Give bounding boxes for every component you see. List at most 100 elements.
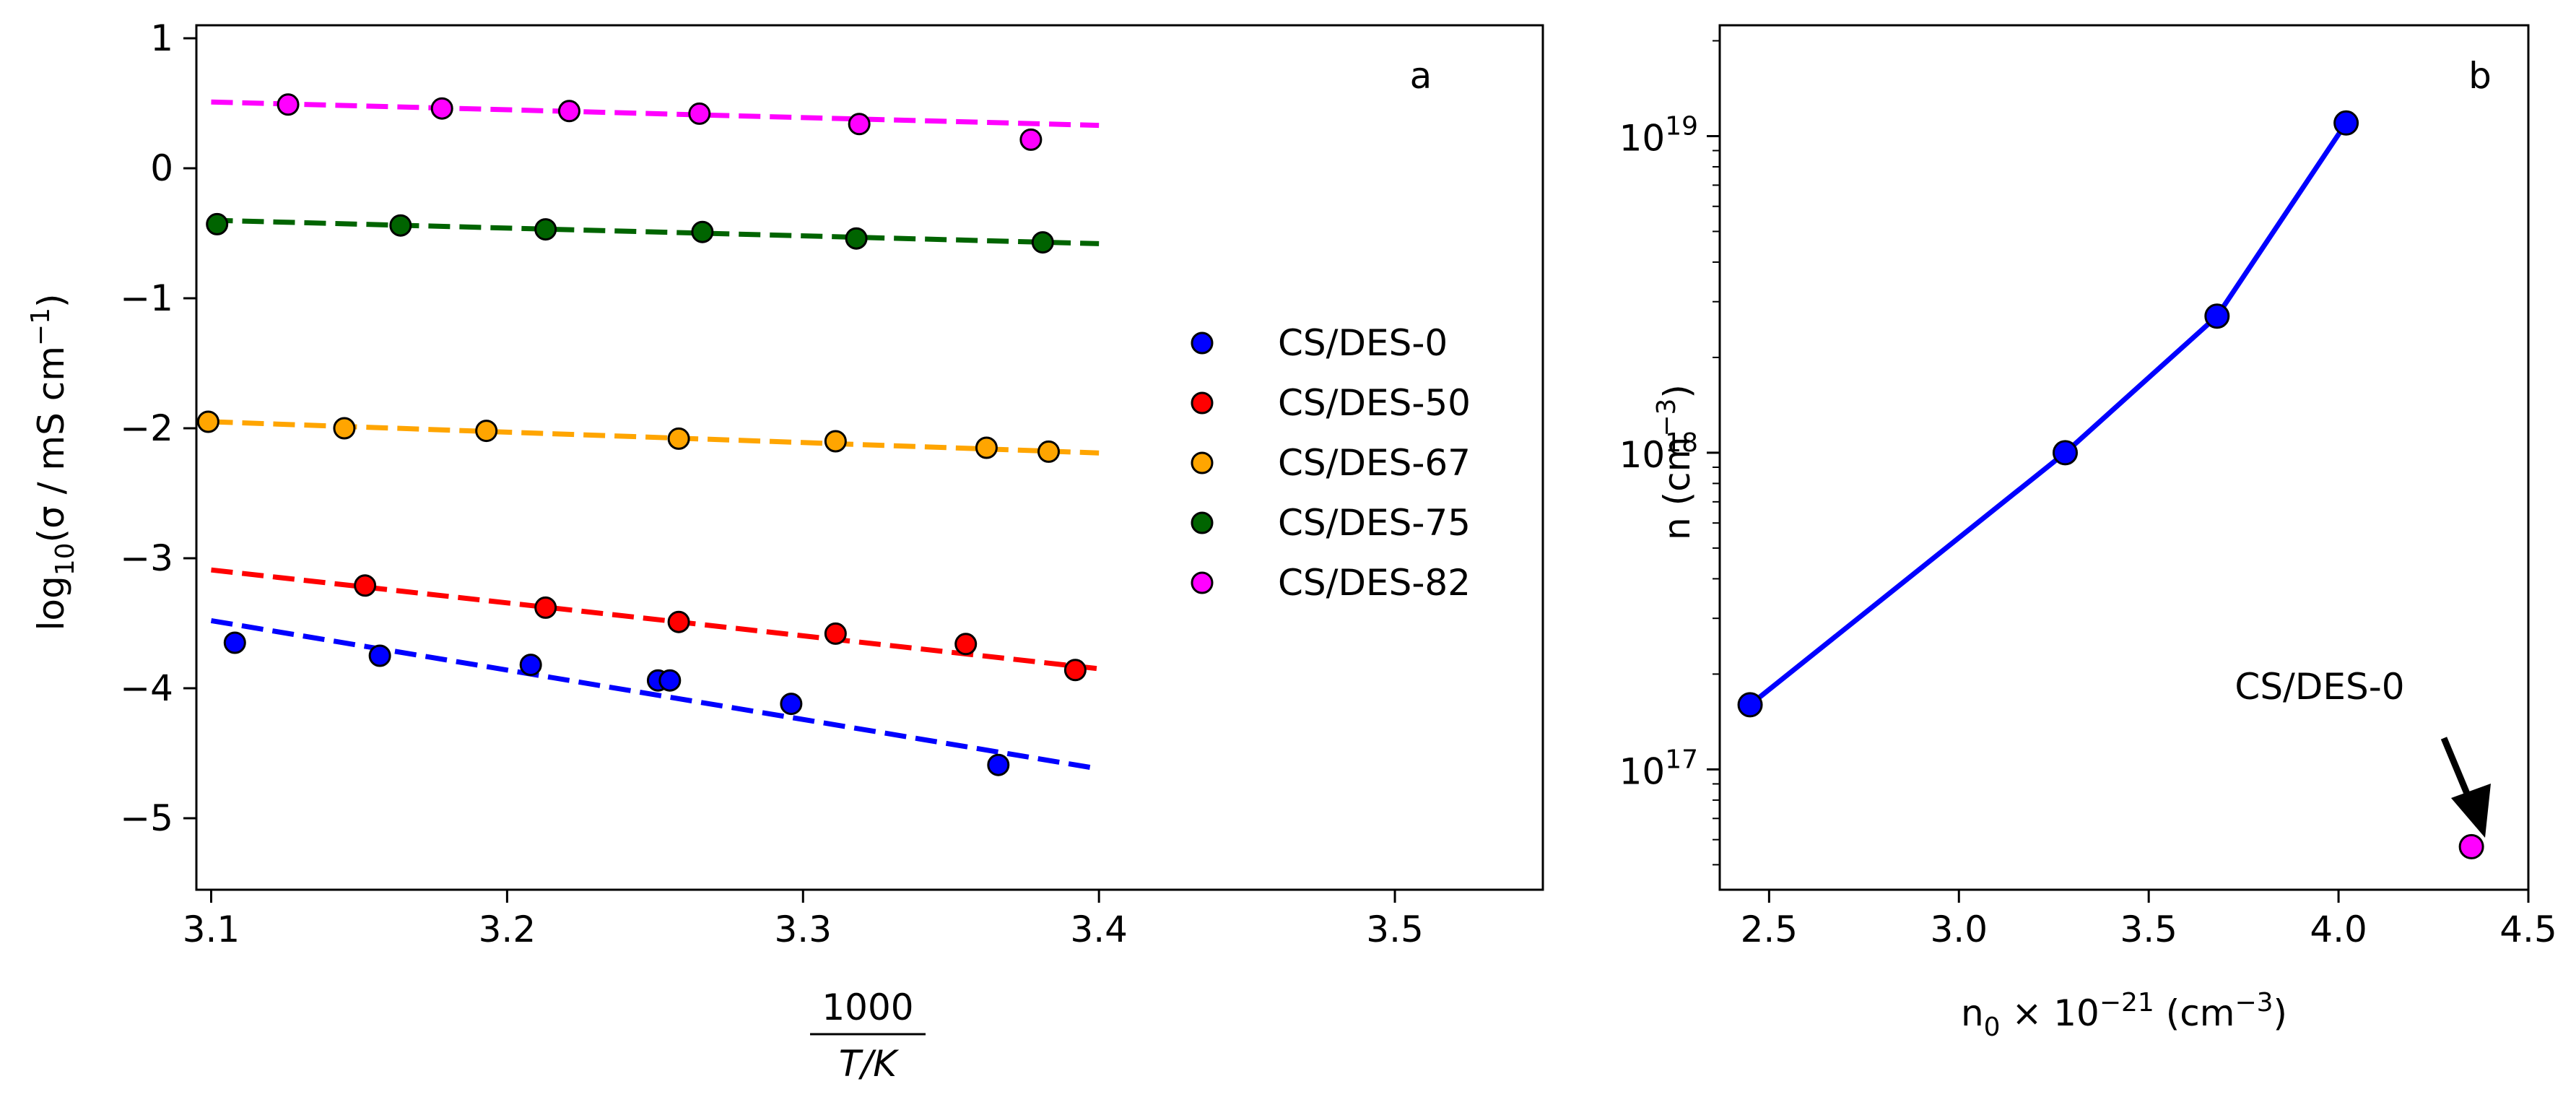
panel-a-xlabel-numerator: 1000 xyxy=(822,987,913,1028)
panel-a-fit-lines xyxy=(210,99,1100,772)
y-tick-label-b-2: 1019 xyxy=(1619,111,1698,159)
panel-a-ylabel: log10(σ / mS cm−1) xyxy=(26,293,80,630)
fit-line-cs-des-0 xyxy=(210,617,1100,772)
panel-b-points xyxy=(1737,110,2484,859)
data-point-cs-des-50-5 xyxy=(1063,659,1087,682)
legend-marker-cs-des-82 xyxy=(1191,571,1214,594)
panel-b-series-line xyxy=(1748,121,2349,707)
panel-a-legend: CS/DES-0 CS/DES-50 CS/DES-67 CS/DES-75 C… xyxy=(1191,322,1471,604)
data-point-cs-des-75-4 xyxy=(845,227,868,250)
legend-entry-cs-des-50: CS/DES-50 xyxy=(1191,382,1471,424)
legend-entry-cs-des-75: CS/DES-75 xyxy=(1191,502,1471,544)
data-point-cs-des-75-1 xyxy=(389,214,412,237)
data-point-cs-des-50-0 xyxy=(354,574,377,597)
panel-a-xlabel: 1000 T/K xyxy=(810,987,926,1085)
panel-a: 3.1 3.2 3.3 3.4 3.5 1 0 −1 −2 −3 −4 −5 a log10(σ /… xyxy=(26,17,1544,1085)
y-tick-label-a-5: −4 xyxy=(120,667,173,709)
legend-label-cs-des-0: CS/DES-0 xyxy=(1278,322,1448,364)
legend-label-cs-des-67: CS/DES-67 xyxy=(1278,442,1471,484)
data-point-cs-des-50-4 xyxy=(954,633,978,656)
panel-b-y-ticks: 1017 1018 1019 xyxy=(1619,40,1720,866)
data-point-cs-des-0-2 xyxy=(519,654,542,677)
legend-marker-cs-des-75 xyxy=(1191,511,1214,534)
annotation-arrow-shaft xyxy=(2440,737,2473,800)
data-point-cs-des-50-2 xyxy=(667,610,690,633)
data-point-cs-des-0-0 xyxy=(223,631,246,654)
data-point-cs-des-0-5 xyxy=(780,693,803,716)
x-tick-label-a-1: 3.2 xyxy=(479,909,536,950)
data-point-cs-des-67-2 xyxy=(475,420,498,443)
panel-b-letter: b xyxy=(2468,55,2492,97)
y-tick-label-a-1: 0 xyxy=(150,147,173,189)
data-point-cs-des-75-2 xyxy=(534,218,557,241)
legend-marker-cs-des-0 xyxy=(1191,331,1214,355)
data-point-b-cs-des-0-0 xyxy=(2458,833,2484,859)
x-tick-label-b-1: 3.0 xyxy=(1931,909,1988,950)
data-point-cs-des-75-5 xyxy=(1031,231,1054,254)
fit-line-cs-des-82 xyxy=(211,99,1100,129)
x-tick-label-a-3: 3.4 xyxy=(1070,909,1128,950)
y-tick-label-a-2: −1 xyxy=(120,277,173,319)
legend-label-cs-des-75: CS/DES-75 xyxy=(1278,502,1471,544)
legend-entry-cs-des-0: CS/DES-0 xyxy=(1191,322,1448,364)
x-tick-label-a-4: 3.5 xyxy=(1366,909,1424,950)
legend-entry-cs-des-67: CS/DES-67 xyxy=(1191,442,1471,484)
fit-line-cs-des-50 xyxy=(211,567,1100,672)
panel-a-letter: a xyxy=(1410,55,1432,97)
panel-b-frame xyxy=(1718,24,2530,891)
data-point-cs-des-0-6 xyxy=(987,753,1010,776)
data-point-cs-des-82-4 xyxy=(848,113,871,136)
data-point-cs-des-0-1 xyxy=(368,644,391,667)
data-point-b-cs-des-series-3 xyxy=(2333,110,2359,136)
data-point-cs-des-0-4 xyxy=(658,669,682,692)
x-tick-label-a-2: 3.3 xyxy=(775,909,832,950)
legend-marker-cs-des-67 xyxy=(1191,451,1214,474)
panel-a-y-ticks: 1 0 −1 −2 −3 −4 −5 xyxy=(120,17,196,839)
fit-line-cs-des-67 xyxy=(211,419,1100,456)
x-tick-label-b-3: 4.0 xyxy=(2310,909,2367,950)
x-tick-label-b-2: 3.5 xyxy=(2120,909,2177,950)
data-point-cs-des-67-6 xyxy=(1037,440,1060,463)
data-point-cs-des-82-5 xyxy=(1019,128,1043,151)
panel-a-xlabel-denominator: T/K xyxy=(839,1043,900,1085)
data-point-cs-des-67-3 xyxy=(667,427,690,450)
legend-label-cs-des-50: CS/DES-50 xyxy=(1278,382,1471,424)
data-point-cs-des-50-1 xyxy=(534,596,557,619)
y-tick-label-a-6: −5 xyxy=(120,797,173,839)
x-tick-label-a-0: 3.1 xyxy=(183,909,240,950)
data-point-cs-des-75-3 xyxy=(691,220,714,243)
panel-b-ylabel: n (cm−3) xyxy=(1652,384,1698,540)
x-tick-label-b-0: 2.5 xyxy=(1741,909,1798,950)
data-point-b-cs-des-series-1 xyxy=(2052,440,2078,466)
data-point-b-cs-des-series-0 xyxy=(1737,692,1763,718)
legend-label-cs-des-82: CS/DES-82 xyxy=(1278,562,1471,604)
annotation-arrow-head xyxy=(2451,784,2491,838)
annotation-label-cs-des-0: CS/DES-0 xyxy=(2235,666,2404,708)
data-point-cs-des-82-3 xyxy=(688,102,711,125)
data-point-cs-des-82-1 xyxy=(430,97,453,120)
data-point-cs-des-75-0 xyxy=(206,212,229,235)
data-point-cs-des-50-3 xyxy=(824,622,847,645)
y-tick-label-a-4: −3 xyxy=(120,537,173,579)
data-point-cs-des-67-0 xyxy=(196,410,219,433)
x-tick-label-b-4: 4.5 xyxy=(2499,909,2557,950)
data-point-b-cs-des-series-2 xyxy=(2204,303,2230,329)
legend-entry-cs-des-82: CS/DES-82 xyxy=(1191,562,1471,604)
series-line-cs-des-series xyxy=(1748,121,2349,707)
y-tick-label-b-1: 1018 xyxy=(1619,428,1698,476)
data-point-cs-des-67-4 xyxy=(824,430,847,453)
panel-b-xlabel: n0 × 10−21 (cm−3) xyxy=(1961,988,2287,1042)
panel-a-frame xyxy=(195,24,1544,891)
data-point-cs-des-67-5 xyxy=(975,436,998,459)
data-point-cs-des-82-2 xyxy=(557,100,580,123)
data-point-cs-des-82-0 xyxy=(277,93,300,116)
panel-a-points xyxy=(196,93,1087,776)
panel-b-x-ticks: 2.5 3.0 3.5 4.0 4.5 xyxy=(1741,890,2557,950)
data-point-cs-des-67-1 xyxy=(333,417,356,440)
panel-b-annotation: CS/DES-0 xyxy=(2235,666,2491,838)
panel-a-x-ticks: 3.1 3.2 3.3 3.4 3.5 xyxy=(183,890,1424,950)
y-tick-label-a-0: 1 xyxy=(150,17,173,59)
